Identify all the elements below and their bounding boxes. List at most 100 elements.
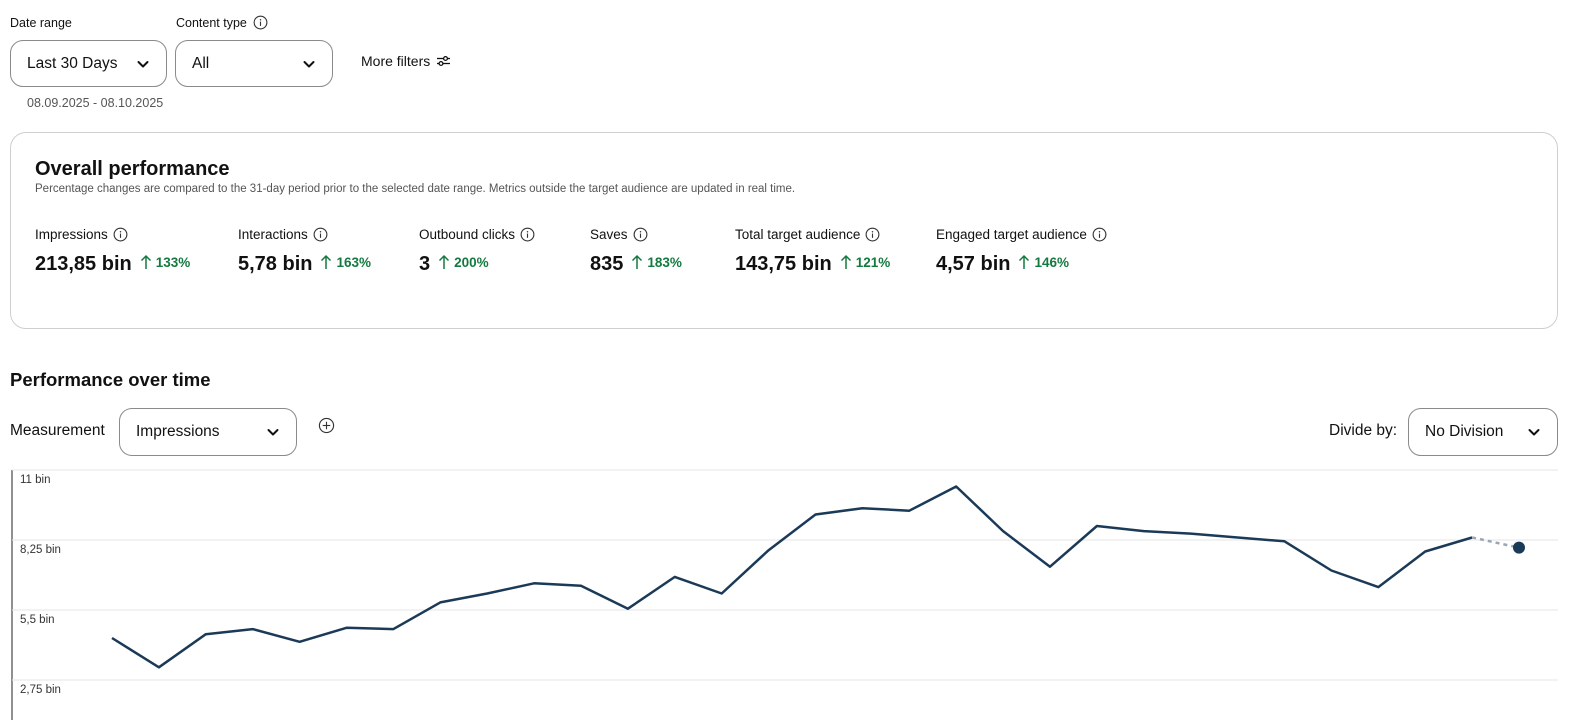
data-point[interactable] [953,484,959,490]
metric-value: 5,78 bin [238,253,313,275]
measurement-value: Impressions [136,423,220,440]
data-point[interactable] [1188,531,1194,537]
arrow-up-icon [321,254,332,269]
info-icon[interactable] [865,227,880,242]
metric-label: Outbound clicks [419,226,516,242]
more-filters-button[interactable]: More filters [361,53,451,69]
data-point[interactable] [719,590,725,596]
data-point[interactable] [437,599,443,605]
projected-segment [1471,536,1520,549]
data-point[interactable] [1469,534,1475,540]
data-point[interactable] [1282,538,1288,544]
metric-label: Saves [590,226,628,242]
arrow-up-icon [1019,254,1030,269]
metric-value: 143,75 bin [735,253,832,275]
y-tick-label: 2,75 bin [20,684,61,696]
sliders-icon [437,55,451,67]
data-point[interactable] [1094,523,1100,529]
info-icon[interactable] [253,15,268,30]
metric-label: Engaged target audience [936,226,1087,242]
data-point[interactable] [109,635,115,641]
data-point[interactable] [1047,564,1053,570]
data-point[interactable] [344,625,350,631]
metric-label: Interactions [238,226,308,242]
arrow-up-icon [140,254,151,269]
chevron-down-icon [303,60,315,67]
info-icon[interactable] [633,227,648,242]
metric-value: 835 [590,253,624,275]
data-point[interactable] [906,508,912,514]
metric-value: 213,85 bin [35,253,132,275]
info-icon[interactable] [313,227,328,242]
arrow-up-icon [439,254,450,269]
metric-label: Impressions [35,226,108,242]
date-range-value: Last 30 Days [27,54,118,72]
add-measurement-icon[interactable] [318,417,335,434]
series-line [111,485,1473,669]
chevron-down-icon [137,60,149,67]
data-point[interactable] [203,631,209,637]
data-point[interactable] [766,547,772,553]
metric-value: 4,57 bin [936,253,1011,275]
chevron-down-icon [267,429,279,436]
y-tick-label: 11 bin [20,474,50,486]
metric-value: 3 [419,253,431,275]
data-point[interactable] [156,664,162,670]
info-icon[interactable] [113,227,128,242]
last-data-point[interactable] [1513,541,1525,554]
metric-total-target-audience: Total target audience 143,75 bin 121% [735,225,890,276]
y-tick-label: 8,25 bin [20,544,61,556]
data-point[interactable] [390,626,396,632]
data-point[interactable] [297,639,303,645]
date-range-sub: 08.09.2025 - 08.10.2025 [27,96,164,110]
chevron-down-icon [1528,429,1540,436]
metric-change: 183% [631,254,682,270]
performance-over-time-title: Performance over time [10,369,211,390]
data-point[interactable] [1000,528,1006,534]
info-icon[interactable] [1092,227,1107,242]
divide-by-value: No Division [1425,423,1504,440]
data-point[interactable] [531,580,537,586]
data-point[interactable] [625,606,631,612]
metric-change: 200% [438,254,489,270]
data-point[interactable] [1422,548,1428,554]
arrow-up-icon [840,254,851,269]
date-range-label: Date range [10,16,72,30]
content-type-select[interactable]: All [175,40,333,87]
metric-impressions: Impressions 213,85 bin 133% [35,225,190,276]
divide-by-select[interactable]: No Division [1408,408,1558,456]
data-point[interactable] [1375,584,1381,590]
more-filters-label: More filters [361,53,431,69]
metric-outbound-clicks: Outbound clicks 3 200% [419,225,535,276]
data-point[interactable] [813,512,819,518]
content-type-value: All [192,54,210,72]
date-range-select[interactable]: Last 30 Days [10,40,167,87]
metric-engaged-target-audience: Engaged target audience 4,57 bin 146% [936,225,1107,276]
metric-change: 133% [140,254,190,270]
data-point[interactable] [484,590,490,596]
divide-by-label: Divide by: [1329,422,1398,439]
overall-performance-card: Overall performance Percentage changes a… [10,132,1558,329]
data-point[interactable] [250,626,256,632]
y-tick-label: 5,5 bin [20,614,55,626]
data-point[interactable] [859,505,865,511]
overall-performance-title: Overall performance [35,158,230,180]
metric-change: 146% [1018,254,1069,270]
info-icon[interactable] [520,227,535,242]
measurement-label: Measurement [10,422,105,439]
content-type-label: Content type [176,15,268,30]
data-point[interactable] [1235,534,1241,540]
arrow-up-icon [632,254,643,269]
metric-change: 121% [840,254,890,270]
overall-performance-description: Percentage changes are compared to the 3… [35,183,796,195]
data-point[interactable] [672,574,678,580]
data-point[interactable] [1141,528,1147,534]
metric-change: 163% [320,254,371,270]
metric-saves: Saves 835 183% [590,225,682,276]
metric-label: Total target audience [735,226,861,242]
data-point[interactable] [578,583,584,589]
data-point[interactable] [1328,568,1334,574]
metric-interactions: Interactions 5,78 bin 163% [238,225,371,276]
impressions-line-chart: 11 bin 8,25 bin 5,5 bin 2,75 bin [11,469,1558,720]
measurement-select[interactable]: Impressions [119,408,297,456]
